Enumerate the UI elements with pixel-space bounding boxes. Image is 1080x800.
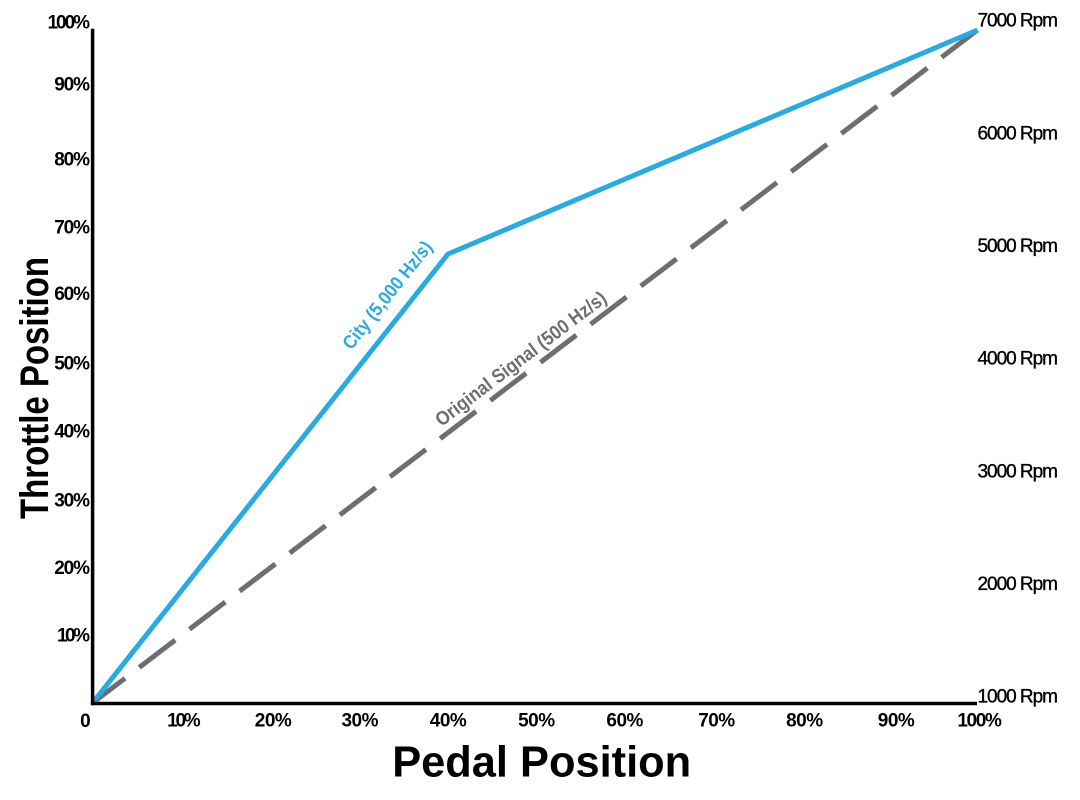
svg-text:80%: 80% xyxy=(54,150,90,171)
svg-text:20%: 20% xyxy=(54,558,90,579)
svg-text:20%: 20% xyxy=(255,710,292,731)
svg-text:40%: 40% xyxy=(54,421,90,442)
svg-text:70%: 70% xyxy=(698,710,735,731)
svg-text:3000 Rpm: 3000 Rpm xyxy=(978,461,1059,482)
svg-text:7000 Rpm: 7000 Rpm xyxy=(978,11,1059,32)
svg-text:40%: 40% xyxy=(430,710,467,731)
svg-text:100%: 100% xyxy=(48,12,91,33)
svg-text:80%: 80% xyxy=(786,710,823,731)
svg-text:Throttle Position: Throttle Position xyxy=(13,257,57,519)
svg-text:60%: 60% xyxy=(606,710,643,731)
svg-text:1000 Rpm: 1000 Rpm xyxy=(978,687,1059,708)
svg-text:2000 Rpm: 2000 Rpm xyxy=(978,574,1059,595)
svg-text:City (5,000 Hz/s): City (5,000 Hz/s) xyxy=(339,237,437,354)
svg-text:100%: 100% xyxy=(957,710,1002,731)
svg-text:10%: 10% xyxy=(57,625,90,646)
svg-text:4000 Rpm: 4000 Rpm xyxy=(978,349,1059,370)
svg-text:Original Signal (500 Hz/s): Original Signal (500 Hz/s) xyxy=(431,287,611,431)
svg-text:50%: 50% xyxy=(518,710,555,731)
svg-text:0: 0 xyxy=(80,711,91,732)
svg-text:70%: 70% xyxy=(54,218,90,239)
svg-text:6000 Rpm: 6000 Rpm xyxy=(978,123,1059,144)
svg-text:10%: 10% xyxy=(167,710,201,731)
svg-text:90%: 90% xyxy=(54,74,90,95)
svg-text:5000 Rpm: 5000 Rpm xyxy=(978,236,1059,257)
svg-text:30%: 30% xyxy=(54,490,90,511)
svg-text:Pedal Position: Pedal Position xyxy=(392,739,691,787)
svg-text:60%: 60% xyxy=(54,284,90,305)
svg-text:30%: 30% xyxy=(342,710,379,731)
svg-text:50%: 50% xyxy=(54,354,90,375)
svg-text:90%: 90% xyxy=(878,710,915,731)
